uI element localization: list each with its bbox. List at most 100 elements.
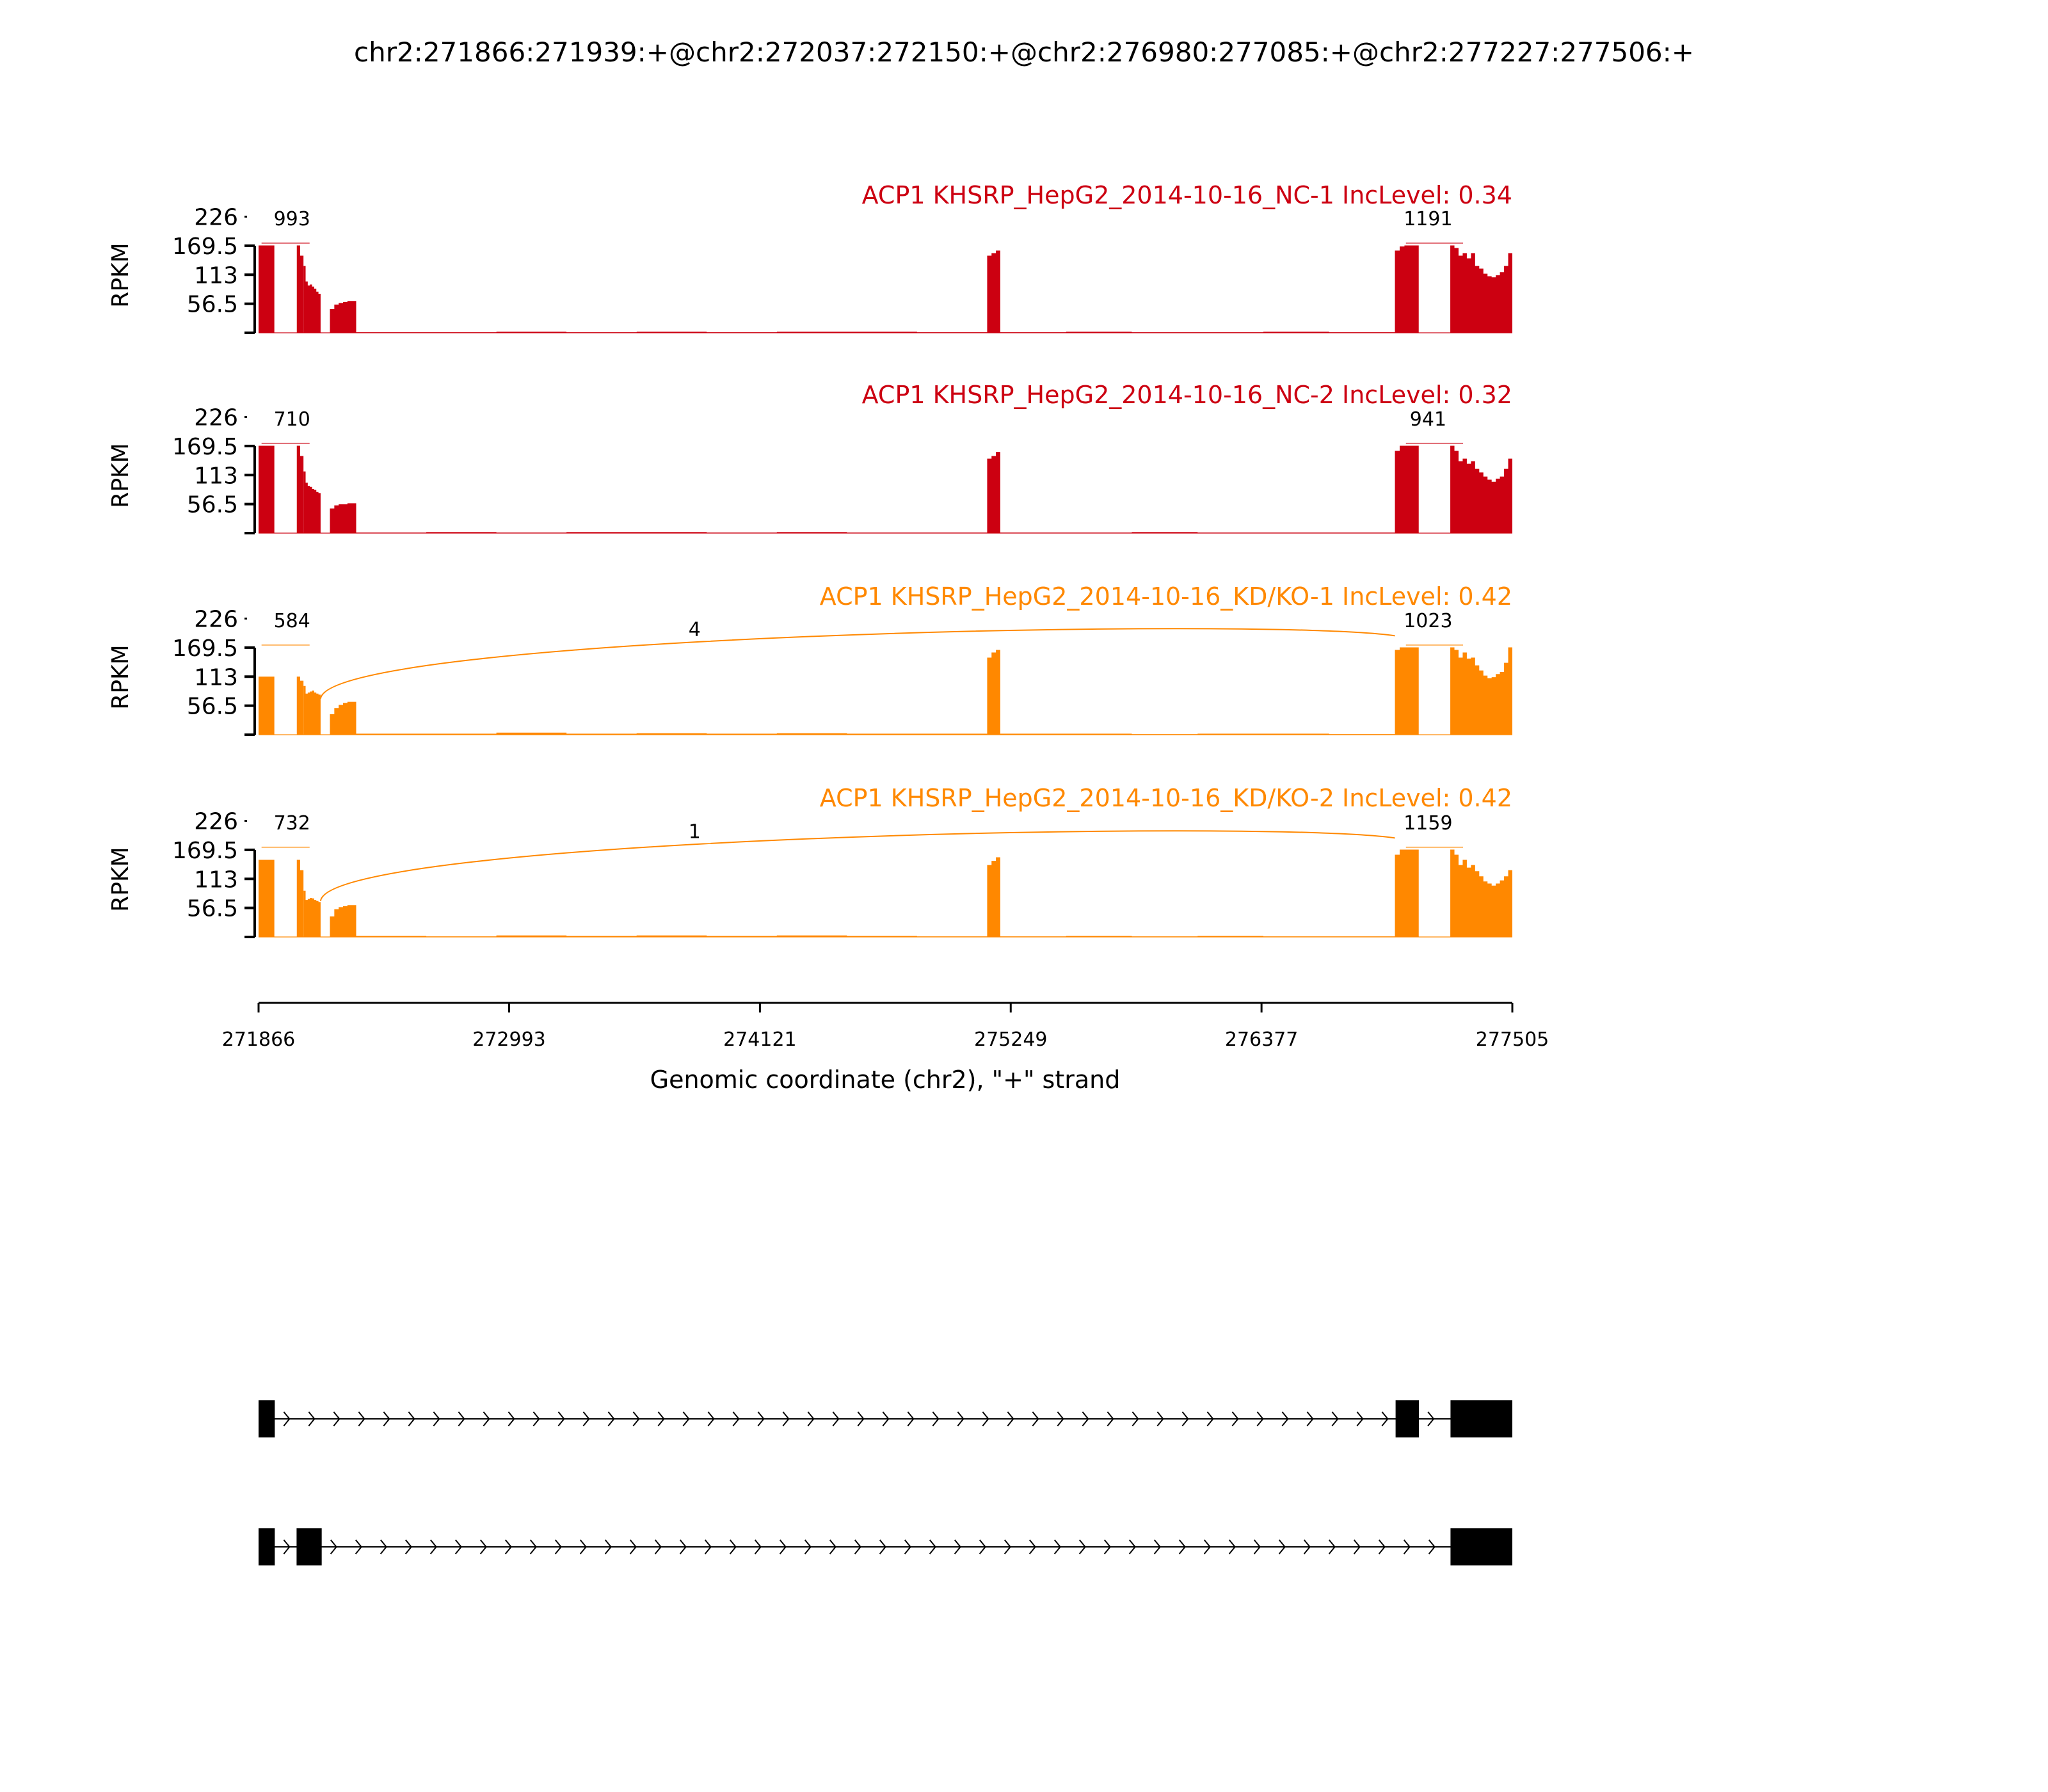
x-tick-label: 274121 — [723, 1028, 797, 1051]
strand-arrow-icon — [879, 1539, 886, 1555]
strand-arrow-icon — [579, 1539, 587, 1555]
x-tick-label: 277505 — [1476, 1028, 1549, 1051]
coverage-bar — [259, 245, 275, 333]
strand-arrow-icon — [1256, 1411, 1264, 1427]
coverage-bar — [296, 860, 304, 937]
track-title: ACP1 KHSRP_HepG2_2014-10-16_NC-1 IncLeve… — [862, 181, 1512, 209]
strand-arrow-icon — [1107, 1411, 1114, 1427]
strand-arrow-icon — [1082, 1411, 1089, 1427]
strand-arrow-icon — [807, 1411, 815, 1427]
exon — [259, 1528, 275, 1565]
strand-arrow-icon — [404, 1539, 412, 1555]
coverage-bar — [330, 905, 356, 937]
coverage-bar — [987, 857, 1000, 937]
coverage-bar — [1450, 849, 1512, 937]
junction-count: 732 — [274, 812, 310, 835]
y-tick-label: 56.5 — [187, 292, 238, 318]
strand-arrow-icon — [682, 1411, 690, 1427]
strand-arrow-icon — [704, 1539, 712, 1555]
coverage-bar — [1395, 245, 1419, 333]
coverage-bar — [1395, 849, 1419, 937]
transcript-model-2 — [259, 1528, 1512, 1565]
strand-arrow-icon — [1028, 1539, 1036, 1555]
strand-arrow-icon — [582, 1411, 590, 1427]
x-tick-label: 271866 — [222, 1028, 296, 1051]
strand-arrow-icon — [458, 1411, 465, 1427]
y-tick-label: 113 — [194, 664, 238, 691]
y-tick-label: 56.5 — [187, 694, 238, 720]
track-1: ACP1 KHSRP_HepG2_2014-10-16_NC-1 IncLeve… — [108, 181, 1512, 334]
strand-arrow-icon — [1128, 1539, 1136, 1555]
coverage-bar — [987, 650, 1000, 735]
strand-arrow-icon — [1328, 1539, 1336, 1555]
exon — [259, 1400, 275, 1437]
strand-arrow-icon — [1007, 1411, 1014, 1427]
y-tick-label: 56.5 — [187, 492, 238, 518]
strand-arrow-icon — [454, 1539, 462, 1555]
strand-arrow-icon — [854, 1539, 861, 1555]
strand-arrow-icon — [483, 1411, 490, 1427]
track-title: ACP1 KHSRP_HepG2_2014-10-16_NC-2 IncLeve… — [862, 381, 1512, 409]
strand-arrow-icon — [754, 1539, 762, 1555]
track-title: ACP1 KHSRP_HepG2_2014-10-16_KD/KO-2 IncL… — [820, 784, 1512, 812]
chart-title: chr2:271866:271939:+@chr2:272037:272150:… — [354, 36, 1694, 68]
strand-arrow-icon — [882, 1411, 890, 1427]
y-axis-label: RPKM — [108, 644, 134, 709]
junction-count: 941 — [1410, 408, 1446, 431]
strand-arrow-icon — [1178, 1539, 1186, 1555]
strand-arrow-icon — [1153, 1539, 1161, 1555]
strand-arrow-icon — [907, 1411, 915, 1427]
strand-arrow-icon — [1032, 1411, 1039, 1427]
strand-arrow-icon — [954, 1539, 961, 1555]
strand-arrow-icon — [479, 1539, 487, 1555]
strand-arrow-icon — [707, 1411, 715, 1427]
coverage-bar — [1395, 647, 1419, 735]
coverage-bar — [1395, 445, 1419, 533]
junction-label-box — [678, 615, 711, 641]
strand-arrow-icon — [1132, 1411, 1139, 1427]
x-tick-label: 275249 — [974, 1028, 1048, 1051]
strand-arrow-icon — [1356, 1411, 1364, 1427]
strand-arrow-icon — [1203, 1539, 1211, 1555]
transcript-model-1 — [259, 1400, 1512, 1437]
y-tick-label: 113 — [194, 262, 238, 289]
coverage-bar — [1450, 647, 1512, 735]
strand-arrow-icon — [532, 1411, 540, 1427]
strand-arrow-icon — [1303, 1539, 1311, 1555]
strand-arrow-icon — [358, 1411, 365, 1427]
strand-arrow-icon — [283, 1539, 291, 1555]
junction-count: 993 — [274, 208, 310, 230]
strand-arrow-icon — [982, 1411, 989, 1427]
coverage-bar — [296, 245, 304, 333]
y-tick-label: 226 — [194, 607, 238, 633]
strand-arrow-icon — [629, 1539, 637, 1555]
y-tick-label: 113 — [194, 463, 238, 489]
strand-arrow-icon — [1181, 1411, 1189, 1427]
coverage-bar — [259, 676, 275, 735]
strand-arrow-icon — [308, 1411, 316, 1427]
coverage-bar — [330, 503, 356, 533]
strand-arrow-icon — [330, 1539, 337, 1555]
strand-arrow-icon — [1428, 1539, 1436, 1555]
coverage-bar — [330, 701, 356, 735]
strand-arrow-icon — [857, 1411, 865, 1427]
strand-arrow-icon — [408, 1411, 415, 1427]
coverage-bar — [303, 471, 321, 533]
strand-arrow-icon — [782, 1411, 790, 1427]
junction-count: 4 — [689, 618, 701, 641]
strand-arrow-icon — [679, 1539, 687, 1555]
y-tick-label: 169.5 — [172, 636, 238, 662]
strand-arrow-icon — [1281, 1411, 1289, 1427]
y-tick-label: 226 — [194, 809, 238, 835]
junction-arc — [319, 628, 1395, 699]
strand-arrow-icon — [1228, 1539, 1236, 1555]
coverage-tracks: ACP1 KHSRP_HepG2_2014-10-16_NC-1 IncLeve… — [108, 181, 1512, 938]
y-tick-label: 226 — [194, 205, 238, 231]
coverage-bar — [987, 250, 1000, 333]
junction-arc — [319, 830, 1395, 901]
track-3: ACP1 KHSRP_HepG2_2014-10-16_KD/KO-1 IncL… — [108, 582, 1512, 736]
strand-arrow-icon — [804, 1539, 812, 1555]
strand-arrow-icon — [657, 1411, 665, 1427]
coverage-bar — [259, 445, 275, 533]
